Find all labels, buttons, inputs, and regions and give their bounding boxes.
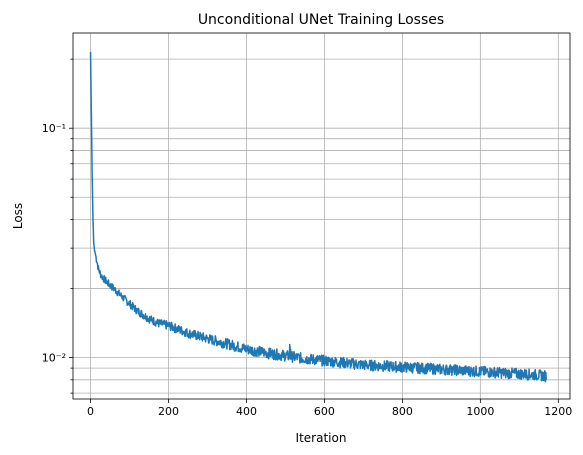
- loss-series-line: [89, 51, 547, 383]
- x-tick-label: 0: [87, 405, 94, 418]
- y-tick-label: 10⁻¹: [42, 122, 66, 135]
- x-tick-label: 400: [236, 405, 257, 418]
- x-axis: 0 200 400 600 800 1000 1200: [87, 399, 572, 418]
- y-tick-label: 10⁻²: [42, 352, 66, 365]
- x-tick-label: 1200: [544, 405, 572, 418]
- grid: [73, 33, 570, 399]
- x-axis-label: Iteration: [296, 431, 347, 445]
- x-tick-label: 200: [158, 405, 179, 418]
- x-tick-label: 600: [314, 405, 335, 418]
- chart-title: Unconditional UNet Training Losses: [198, 12, 444, 28]
- plot-frame: [72, 32, 571, 400]
- series-layer: [89, 51, 547, 383]
- y-axis-label: Loss: [11, 203, 25, 229]
- y-axis: 10⁻² 10⁻¹: [42, 58, 73, 394]
- x-tick-label: 800: [392, 405, 413, 418]
- x-tick-label: 1000: [466, 405, 494, 418]
